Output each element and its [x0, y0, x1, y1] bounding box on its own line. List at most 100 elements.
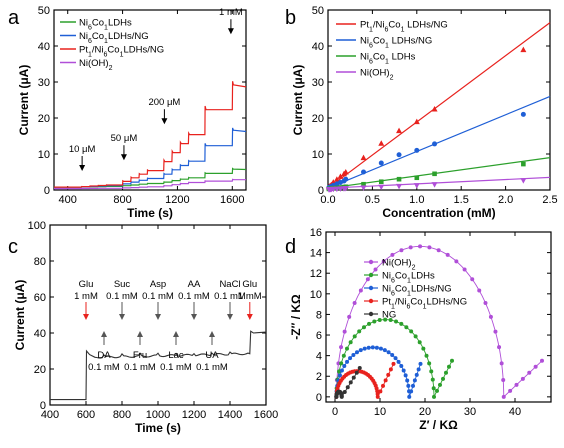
subscript: 1 — [385, 58, 389, 65]
data-point — [360, 154, 367, 161]
eis-point — [391, 361, 396, 366]
y-tick-label: 50 — [312, 5, 324, 17]
x-axis-label: Concentration (mM) — [382, 206, 495, 220]
legend-marker — [368, 285, 374, 291]
text-run: Ni — [382, 284, 391, 295]
x-tick-label: 600 — [77, 409, 95, 421]
interferent-label: Fru — [133, 350, 147, 361]
data-point — [361, 169, 367, 175]
series-line-Ni6Co1LDHs — [54, 167, 247, 188]
text-run: Ni(OH) — [360, 68, 390, 79]
x-tick-label: 1200 — [165, 194, 189, 206]
subscript: 6 — [104, 51, 108, 58]
subscript: 1 — [391, 303, 395, 310]
arrowhead — [83, 314, 89, 320]
arrowhead — [227, 314, 233, 320]
arrowhead — [161, 118, 168, 125]
interferent-conc: 0.1 mM — [106, 291, 138, 302]
legend-label: Ni6Co1LDHs — [79, 18, 132, 32]
subscript: 6 — [369, 58, 373, 65]
text-run: Co — [107, 45, 119, 56]
x-tick-label: 30 — [464, 406, 476, 418]
subscript: 1 — [423, 303, 427, 310]
annotation-label: 1 mM — [219, 7, 243, 18]
text-run: Pt — [382, 297, 391, 308]
text-run: Co — [395, 284, 407, 295]
subscript: 1 — [369, 26, 373, 33]
subscript: 1 — [401, 26, 405, 33]
text-run: Co — [410, 297, 422, 308]
x-tick-label: 1.5 — [454, 194, 469, 206]
arrowhead — [101, 331, 107, 337]
y-tick-label: 80 — [34, 256, 46, 268]
x-tick-label: 400 — [41, 409, 59, 421]
legend-label: Pt1/Ni6Co1 LDHs/NG — [360, 20, 448, 34]
x-tick-label: 0 — [332, 406, 338, 418]
subscript: 6 — [385, 26, 389, 33]
subscript: 6 — [88, 24, 92, 31]
series-line-Ni(OH)2 — [54, 178, 247, 190]
x-tick-label: 1200 — [182, 409, 206, 421]
y-tick-label: 30 — [312, 77, 324, 89]
interferent-label: Lac — [168, 350, 184, 361]
text-run: Ni(OH) — [382, 258, 412, 269]
arrowhead — [120, 154, 127, 161]
y-tick-label: 100 — [28, 220, 46, 232]
x-tick-label: 2.5 — [542, 194, 557, 206]
text-run: LDHs — [108, 18, 132, 29]
subscript: 1 — [104, 24, 108, 31]
data-point — [342, 186, 349, 192]
text-run: Co — [373, 36, 385, 47]
text-run: Ni(OH) — [79, 58, 109, 69]
series-line-Pt1/Ni6Co1LDHs/NG — [54, 81, 247, 188]
subscript: 6 — [391, 290, 395, 297]
legend-label: Ni6Co1 LDHs — [360, 52, 416, 66]
text-run: Co — [92, 31, 104, 42]
data-point — [378, 160, 384, 166]
panel-a: 400 800 1200 1600 0 10 20 30 40 50 Time (s) Current… — [8, 5, 247, 220]
legend-label: Ni6Co1 LDHs/NG — [360, 36, 432, 50]
subscript: 2 — [109, 65, 113, 72]
interferent-label: NaCl — [219, 279, 240, 290]
data-point — [333, 176, 340, 182]
data-point — [343, 176, 349, 182]
legend-label: NG — [382, 310, 396, 321]
y-tick-label: 0 — [44, 185, 50, 197]
y-tick-label: 8 — [316, 309, 322, 321]
eis-curve — [335, 245, 543, 398]
amperometric-trace — [50, 330, 267, 401]
data-point — [361, 181, 366, 187]
subscript: 6 — [391, 277, 395, 284]
x-tick-label: 1600 — [220, 194, 244, 206]
interferent-conc: 0.1 mM — [160, 362, 192, 373]
text-run: Ni — [360, 36, 369, 47]
y-tick-label: 20 — [34, 364, 46, 376]
text-run: LDHs/NG — [404, 20, 447, 31]
arrowhead — [209, 331, 215, 337]
legend-marker — [368, 259, 374, 265]
y-tick-label: 20 — [38, 113, 50, 125]
subscript: 1 — [104, 38, 108, 45]
interferent-conc: 0.1 mM — [88, 362, 120, 373]
fit-line-Ni6Co1LDHs/NG — [327, 95, 551, 189]
subscript: 2 — [412, 264, 416, 271]
x-axis-label: Time (s) — [127, 206, 173, 220]
y-tick-label: 6 — [316, 330, 322, 342]
y-tick-label: 10 — [310, 289, 322, 301]
interferent-label: Glu — [242, 279, 257, 290]
y-tick-label: 10 — [38, 149, 50, 161]
text-run: LDHs/NG — [108, 31, 149, 42]
interferent-conc: 1 mM — [74, 291, 98, 302]
text-run: LDHs/NG — [411, 284, 452, 295]
arrowhead — [173, 331, 179, 337]
text-run: Ni — [79, 31, 88, 42]
subscript: 1 — [407, 277, 411, 284]
legend-marker — [368, 272, 374, 278]
data-point — [521, 161, 526, 167]
text-run: LDHs — [411, 271, 435, 282]
x-tick-label: 0.5 — [365, 194, 380, 206]
x-tick-label: 20 — [419, 406, 431, 418]
annotation-label: 10 μM — [69, 144, 96, 155]
y-axis-label: Current (μA) — [13, 280, 27, 351]
